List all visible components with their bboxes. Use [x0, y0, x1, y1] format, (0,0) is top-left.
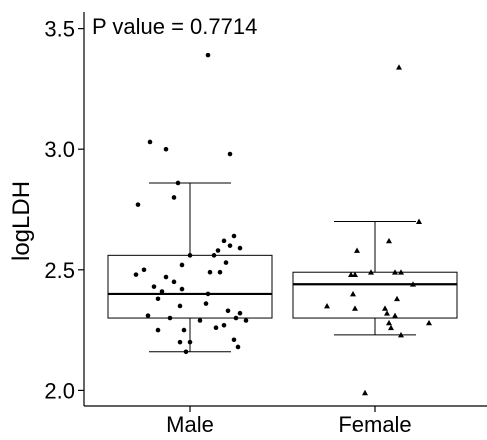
- data-point-triangle: [426, 319, 432, 326]
- data-point-circle: [171, 195, 177, 200]
- data-point-circle: [155, 296, 161, 302]
- data-point-triangle: [382, 305, 388, 311]
- data-point-circle: [151, 284, 157, 289]
- data-point-circle: [177, 303, 183, 309]
- data-point-circle: [159, 289, 165, 294]
- data-point-triangle: [394, 295, 400, 302]
- data-point-circle: [179, 262, 185, 268]
- data-point-triangle: [350, 290, 356, 297]
- data-point-triangle: [352, 271, 358, 278]
- data-point-circle: [223, 260, 229, 265]
- data-point-circle: [175, 180, 181, 186]
- y-tick-label: 2.0: [44, 378, 75, 403]
- p-value-annotation: P value = 0.7714: [92, 14, 257, 39]
- data-point-circle: [135, 202, 141, 207]
- data-point-circle: [237, 310, 243, 316]
- plot-area: [107, 52, 458, 396]
- data-point-circle: [221, 238, 227, 244]
- box-iqr: [107, 254, 273, 319]
- data-point-triangle: [386, 319, 392, 326]
- data-point-circle: [163, 146, 169, 152]
- data-point-circle: [203, 301, 209, 306]
- data-point-circle: [177, 339, 183, 345]
- axes: 2.0 2.5 3.0 3.5 Male Female: [44, 17, 411, 437]
- data-point-triangle: [398, 269, 404, 275]
- data-point-triangle: [398, 331, 404, 338]
- data-point-circle: [181, 327, 187, 333]
- data-point-circle: [147, 139, 153, 145]
- data-point-circle: [187, 339, 193, 345]
- data-point-circle: [187, 253, 193, 258]
- data-point-triangle: [386, 237, 392, 244]
- data-point-triangle: [388, 324, 394, 331]
- y-axis-label: logLDH: [8, 181, 35, 261]
- data-point-circle: [205, 291, 211, 297]
- data-point-triangle: [396, 64, 402, 70]
- box-iqr: [292, 271, 458, 319]
- data-point-circle: [171, 279, 177, 285]
- data-point-circle: [211, 253, 217, 258]
- points-female: [324, 64, 432, 396]
- data-point-circle: [179, 286, 185, 292]
- data-point-triangle: [352, 305, 358, 311]
- data-point-triangle: [392, 269, 398, 275]
- data-point-circle: [207, 269, 213, 275]
- data-point-triangle: [368, 269, 374, 275]
- x-tick-label: Female: [338, 412, 411, 437]
- data-point-circle: [227, 243, 233, 248]
- data-point-circle: [183, 349, 189, 355]
- data-point-triangle: [354, 247, 360, 253]
- data-point-circle: [213, 325, 219, 330]
- y-tick-label: 3.5: [44, 17, 75, 42]
- data-point-triangle: [324, 302, 330, 309]
- data-point-triangle: [384, 310, 390, 316]
- data-point-triangle: [410, 281, 416, 287]
- data-point-circle: [237, 245, 243, 251]
- points-male: [133, 52, 249, 355]
- data-point-circle: [235, 344, 241, 350]
- data-point-circle: [231, 337, 237, 343]
- y-tick-label: 2.5: [44, 258, 75, 283]
- data-point-circle: [233, 315, 239, 321]
- data-point-circle: [141, 267, 147, 273]
- box-female: [292, 221, 458, 336]
- data-point-circle: [231, 233, 237, 239]
- data-point-triangle: [362, 389, 368, 396]
- data-point-circle: [205, 52, 211, 58]
- data-point-circle: [227, 151, 233, 157]
- x-tick-label: Male: [166, 412, 214, 437]
- data-point-circle: [215, 248, 221, 253]
- data-point-circle: [163, 274, 169, 280]
- data-point-circle: [217, 269, 223, 275]
- data-point-triangle: [392, 312, 398, 319]
- data-point-triangle: [416, 218, 422, 224]
- data-point-circle: [167, 315, 173, 321]
- data-point-circle: [243, 318, 249, 323]
- data-point-circle: [133, 272, 139, 277]
- data-point-circle: [197, 318, 203, 323]
- data-point-circle: [155, 327, 161, 333]
- data-point-triangle: [348, 271, 354, 278]
- y-tick-label: 3.0: [44, 137, 75, 162]
- box-male: [107, 182, 273, 353]
- data-point-circle: [221, 322, 227, 328]
- data-point-circle: [145, 313, 151, 318]
- data-point-circle: [225, 308, 231, 314]
